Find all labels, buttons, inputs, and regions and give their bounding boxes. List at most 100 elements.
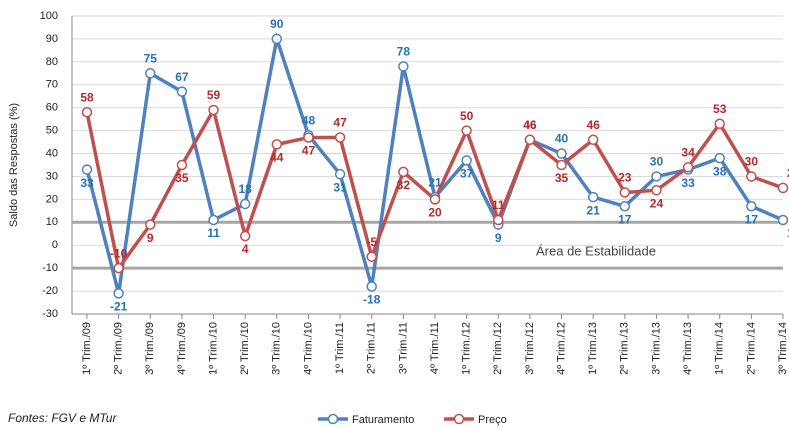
marker (398, 166, 409, 178)
marker (366, 251, 377, 262)
marker (334, 132, 346, 143)
marker (619, 187, 631, 198)
y-tick-label: 20 (46, 193, 58, 205)
x-tick-label: 3º Trim./12 (524, 322, 536, 375)
marker (239, 230, 251, 242)
marker (587, 134, 599, 146)
value-label: 30 (745, 155, 759, 169)
y-tick-label: 10 (46, 216, 58, 228)
x-tick-label: 1º Trim./12 (461, 322, 473, 375)
value-label: 9 (495, 231, 502, 245)
annotation: Área de Estabilidade (536, 244, 656, 259)
x-tick-label: 2º Trim./14 (745, 322, 757, 375)
marker (208, 214, 219, 226)
value-label: 11 (787, 226, 789, 240)
value-label: 23 (618, 171, 632, 185)
marker (714, 152, 725, 164)
y-tick-label: 70 (46, 79, 58, 91)
x-tick-label: 4º Trim./13 (682, 322, 694, 375)
marker (682, 162, 694, 173)
value-label: 25 (787, 166, 789, 180)
marker (271, 33, 283, 45)
value-label: 46 (523, 118, 537, 132)
value-label: 33 (681, 176, 695, 190)
x-tick-label: 2º Trim./10 (239, 322, 251, 375)
value-label: 90 (270, 17, 284, 31)
value-label: 50 (460, 109, 474, 123)
marker (334, 168, 346, 180)
marker (429, 194, 441, 205)
marker (493, 214, 504, 226)
value-label: 47 (333, 116, 347, 130)
y-tick-label: -10 (42, 262, 58, 274)
value-label: 58 (80, 90, 94, 104)
value-label: 11 (492, 198, 505, 212)
x-tick-label: 1º Trim./14 (714, 322, 726, 375)
value-label: 21 (428, 175, 442, 189)
value-label: 20 (428, 206, 442, 220)
marker (398, 61, 409, 72)
x-tick-label: 3º Trim./10 (271, 322, 283, 375)
value-label: 18 (239, 182, 253, 196)
value-label: -5 (366, 235, 377, 249)
x-tick-label: 3º Trim./13 (650, 322, 662, 375)
value-label: 9 (147, 231, 154, 245)
value-label: 40 (555, 132, 569, 146)
marker (777, 214, 789, 226)
value-label: 59 (207, 88, 221, 102)
value-label: 47 (302, 144, 316, 158)
value-label: 44 (270, 151, 284, 165)
y-tick-label: 50 (46, 125, 58, 137)
y-axis-label: Saldo das Respostas (%) (8, 103, 20, 227)
x-tick-label: 1º Trim./09 (81, 322, 93, 375)
y-tick-label: 90 (46, 33, 58, 45)
marker (145, 219, 156, 230)
value-label: -10 (110, 246, 128, 260)
marker (145, 68, 156, 79)
value-label: 53 (713, 102, 727, 116)
value-label: 32 (397, 178, 411, 192)
value-label: 46 (523, 118, 537, 132)
y-tick-label: 0 (52, 239, 58, 251)
marker (651, 184, 662, 196)
marker (176, 86, 188, 97)
x-tick-label: 4º Trim./10 (302, 322, 314, 375)
value-label: 34 (681, 145, 695, 159)
x-tick-label: 4º Trim./09 (176, 322, 188, 375)
x-tick-label: 2º Trim./13 (619, 322, 631, 375)
value-label: 35 (555, 171, 569, 185)
marker (777, 182, 789, 194)
value-label: 35 (175, 171, 189, 185)
value-label: -21 (110, 300, 128, 314)
marker (746, 201, 757, 212)
marker (587, 191, 599, 203)
legend-marker (327, 413, 339, 425)
marker (113, 262, 124, 274)
y-tick-label: 40 (46, 147, 58, 159)
x-tick-label: 2º Trim./11 (366, 322, 378, 374)
value-label: -18 (363, 293, 381, 307)
marker (714, 118, 725, 129)
y-tick-label: 100 (40, 10, 58, 22)
legend-marker (453, 413, 465, 425)
value-label: 24 (650, 196, 664, 210)
marker (81, 107, 93, 118)
series-line (85, 31, 784, 294)
x-tick-label: 1º Trim./13 (587, 322, 599, 375)
value-label: 33 (80, 176, 94, 190)
y-tick-label: -30 (42, 308, 58, 320)
x-tick-label: 4º Trim./12 (555, 322, 567, 375)
x-tick-label: 3º Trim./09 (144, 322, 156, 375)
marker (524, 134, 536, 146)
x-tick-label: 2º Trim./09 (113, 322, 125, 375)
marker (746, 171, 757, 182)
marker (239, 198, 251, 210)
marker (461, 125, 472, 136)
marker (81, 164, 93, 175)
x-tick-label: 1º Trim./10 (207, 322, 219, 375)
x-tick-label: 4º Trim./11 (429, 322, 441, 374)
legend-label: Faturamento (352, 414, 414, 426)
value-label: 78 (397, 45, 411, 59)
x-tick-label: 2º Trim./12 (492, 322, 504, 375)
